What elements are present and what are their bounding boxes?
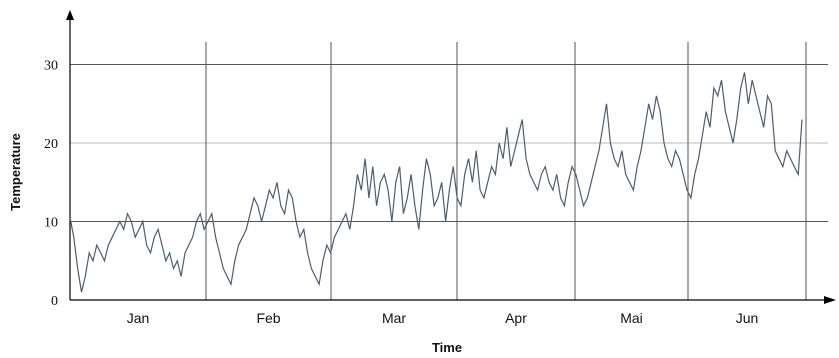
x-tick-label-feb: Feb (256, 310, 280, 326)
x-axis-label: Time (432, 340, 462, 355)
x-tick-labels: Jan Feb Mar Apr Mai Jun (127, 310, 759, 326)
y-axis-label: Temperature (8, 133, 23, 211)
y-tick-label-10: 10 (44, 216, 58, 231)
y-tick-labels: 0 10 20 30 (44, 59, 58, 310)
y-tick-label-30: 30 (44, 59, 58, 74)
x-axis-arrow (824, 296, 836, 304)
x-tick-label-apr: Apr (505, 310, 527, 326)
y-tick-label-20: 20 (44, 137, 58, 152)
temperature-series-line (69, 72, 803, 293)
x-tick-label-jun: Jun (736, 310, 759, 326)
x-tick-label-mai: Mai (620, 310, 643, 326)
y-axis-arrow (66, 10, 74, 20)
x-tick-label-jan: Jan (127, 310, 150, 326)
axes (66, 10, 836, 304)
y-tick-label-0: 0 (51, 294, 58, 309)
x-tick-label-mar: Mar (382, 310, 406, 326)
